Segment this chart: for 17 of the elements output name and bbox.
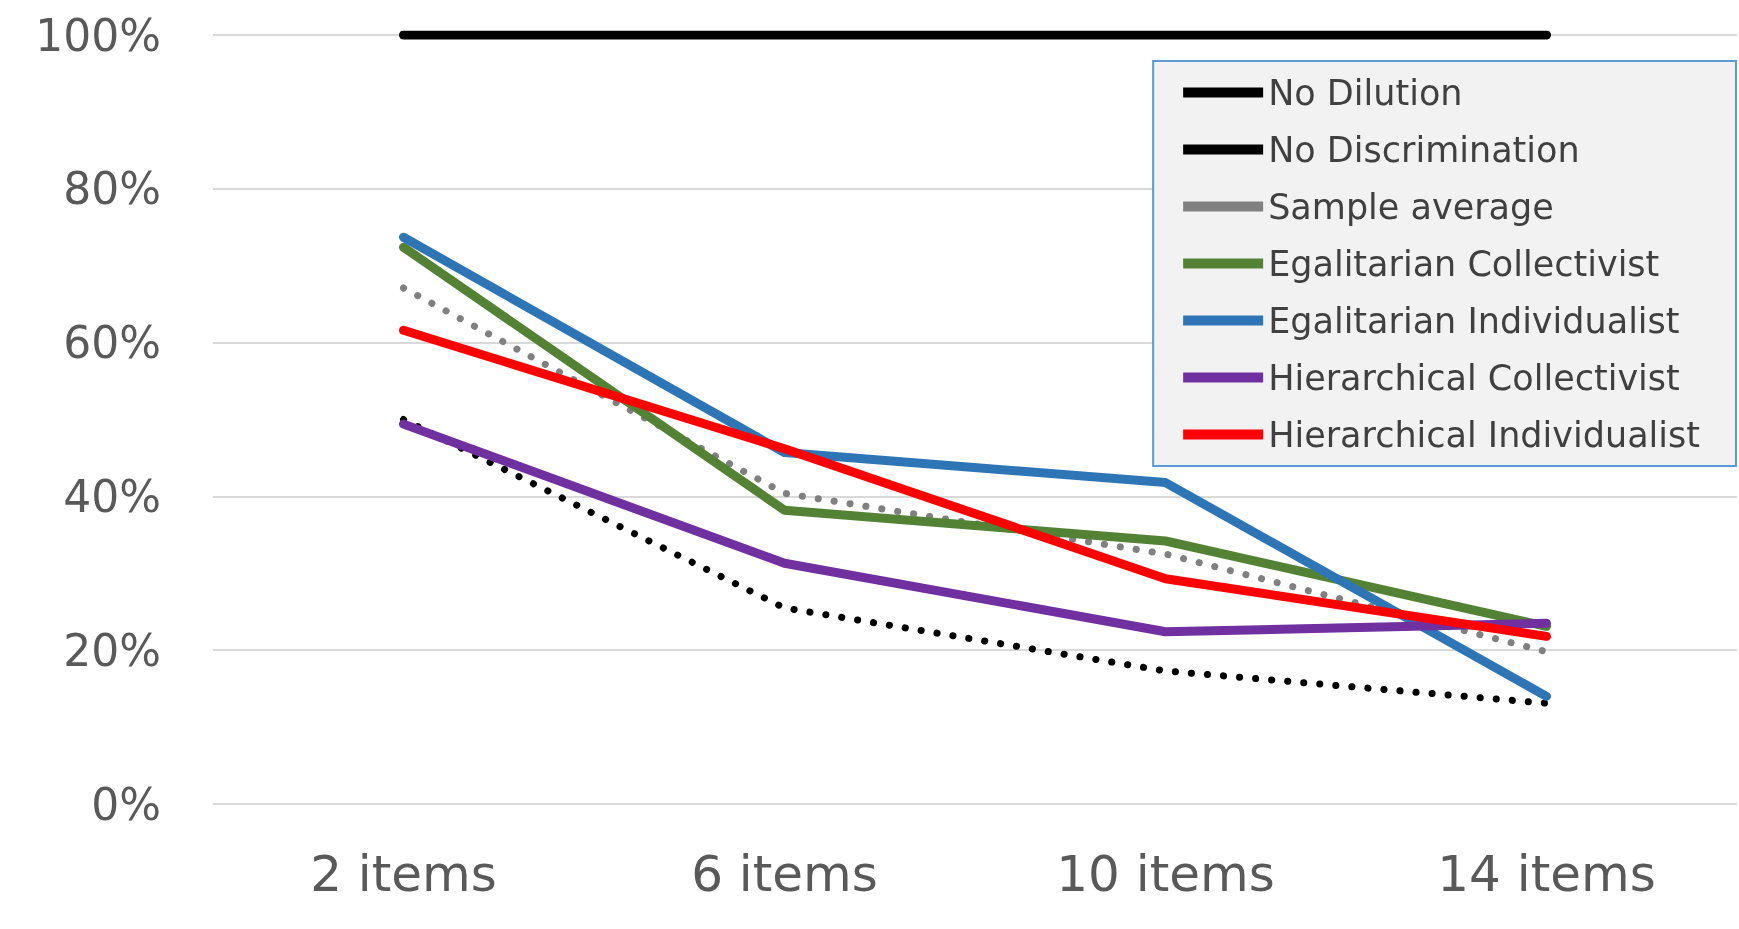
- y-tick-label: 80%: [63, 163, 161, 215]
- y-tick-label: 0%: [91, 778, 161, 830]
- legend-label: No Dilution: [1268, 72, 1463, 113]
- legend-label: Hierarchical Individualist: [1268, 414, 1701, 455]
- legend-label: Sample average: [1268, 186, 1554, 227]
- x-tick-label: 6 items: [691, 845, 878, 903]
- legend-label: Hierarchical Collectivist: [1268, 357, 1680, 398]
- y-tick-label: 60%: [63, 317, 161, 369]
- legend-label: Egalitarian Individualist: [1268, 300, 1680, 341]
- x-tick-label: 14 items: [1437, 845, 1656, 903]
- legend-label: Egalitarian Collectivist: [1268, 243, 1660, 284]
- y-tick-label: 20%: [63, 624, 161, 676]
- legend-label: No Discrimination: [1268, 129, 1580, 170]
- x-tick-label: 10 items: [1056, 845, 1275, 903]
- y-tick-label: 100%: [35, 9, 161, 61]
- x-tick-label: 2 items: [310, 845, 497, 903]
- y-tick-label: 40%: [63, 470, 161, 522]
